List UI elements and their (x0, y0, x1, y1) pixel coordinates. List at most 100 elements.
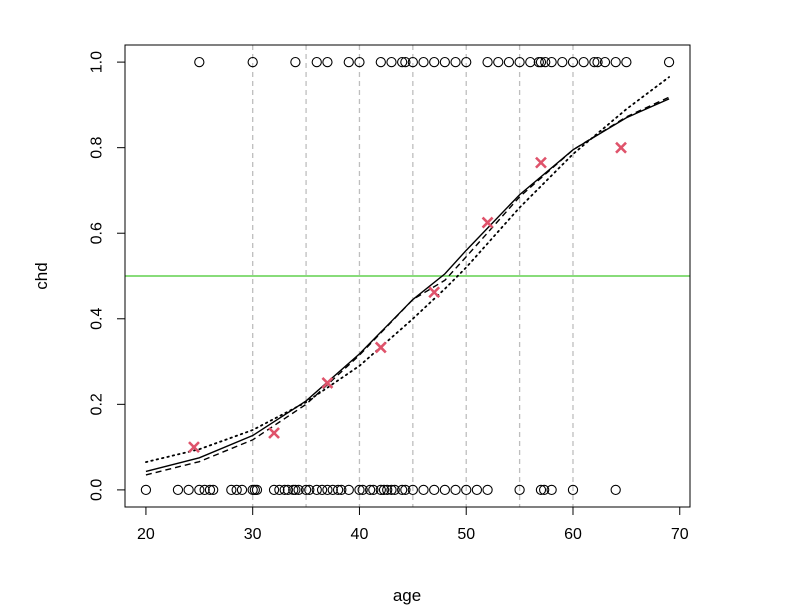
observation-point-chd0 (279, 484, 290, 496)
observation-point-chd1 (450, 56, 461, 68)
y-tick-label: 0.4 (89, 308, 106, 330)
observation-point-chd0 (268, 484, 280, 496)
y-tick-label: 0.2 (89, 393, 106, 415)
observation-point-chd0 (375, 484, 386, 496)
observation-point-chd0 (407, 484, 418, 496)
observation-point-chd0 (364, 484, 376, 496)
y-tick-label: 1.0 (89, 51, 106, 73)
y-axis: 0.0 0.2 0.4 0.6 0.8 1.0 (89, 51, 126, 501)
observation-point-chd0 (471, 484, 483, 496)
observation-point-chd1 (311, 56, 322, 68)
observation-point-chd0 (378, 484, 390, 496)
y-tick-label: 0.8 (89, 136, 106, 158)
observation-point-chd1 (439, 56, 451, 68)
group-mean-marker (321, 377, 334, 389)
observation-point-chd0 (336, 484, 347, 496)
x-axis-title: age (393, 586, 421, 605)
observation-point-chd1 (461, 56, 472, 68)
group-mean-marker (374, 341, 387, 354)
observation-point-chd1 (482, 56, 493, 68)
observation-point-chd0 (429, 484, 440, 496)
x-tick-label: 70 (671, 526, 689, 543)
observation-point-chd1 (429, 56, 440, 68)
observation-point-chd1 (557, 56, 568, 68)
observation-point-chd0 (251, 484, 263, 496)
observation-point-chd0 (300, 484, 312, 496)
observation-point-chd0 (183, 484, 194, 496)
y-tick-label: 0.0 (89, 479, 106, 501)
observation-point-chd1 (343, 56, 354, 68)
group-mean-marker (188, 441, 200, 454)
observation-point-chd1 (525, 56, 536, 68)
observation-point-chd0 (304, 484, 315, 496)
observation-point-chd0 (354, 484, 365, 496)
observation-point-chd0 (418, 484, 429, 496)
observation-point-chd0 (236, 484, 248, 496)
observation-point-chd1 (663, 56, 675, 68)
group-mean-markers (188, 141, 627, 454)
observation-point-chd1 (503, 56, 515, 68)
observation-point-chd0 (357, 484, 368, 496)
x-tick-label: 50 (457, 526, 475, 543)
observation-point-chd0 (204, 484, 216, 496)
observation-point-chd0 (332, 484, 344, 496)
observation-point-chd0 (482, 484, 493, 496)
group-mean-marker (481, 216, 494, 229)
group-mean-marker (615, 141, 627, 154)
observation-point-chd0 (172, 484, 184, 496)
observation-point-chd0 (389, 484, 400, 496)
observation-point-chd0 (226, 484, 237, 496)
observation-point-chd1 (375, 56, 386, 68)
observation-point-chd0 (322, 484, 333, 496)
fitted-curves (145, 76, 670, 476)
observation-point-chd0 (316, 484, 328, 496)
observation-point-chd0 (140, 484, 152, 496)
observation-point-chd1 (599, 56, 611, 68)
observation-point-chd1 (397, 56, 408, 68)
observation-point-chd0 (311, 484, 322, 496)
observation-point-chd1 (322, 56, 333, 68)
y-tick-label: 0.6 (89, 222, 106, 244)
observation-point-chd1 (540, 56, 551, 68)
observation-point-chd0 (439, 484, 451, 496)
observation-point-chd0 (386, 484, 397, 496)
observation-point-chd1 (194, 56, 205, 68)
observation-point-chd0 (274, 484, 285, 496)
y-axis-title: chd (32, 262, 51, 289)
x-tick-label: 60 (564, 526, 582, 543)
observation-point-chd1 (290, 56, 301, 68)
observation-point-chd0 (539, 484, 550, 496)
group-mean-marker (535, 156, 547, 169)
observation-point-chd0 (382, 484, 393, 496)
observation-point-chd0 (461, 484, 472, 496)
observation-point-chd1 (578, 56, 589, 68)
observation-point-chd0 (567, 484, 579, 496)
observation-point-chd1 (354, 56, 365, 68)
observation-point-chd0 (208, 484, 219, 496)
observation-point-chd1 (514, 56, 525, 68)
observation-point-chd0 (231, 484, 242, 496)
observation-point-chd1 (610, 56, 621, 68)
dotted-fitted-curve (145, 76, 670, 463)
dashed-fitted-curve (145, 96, 670, 476)
observation-point-chd1 (418, 56, 429, 68)
observation-point-chd0 (450, 484, 461, 496)
observation-point-chd0 (327, 484, 338, 496)
x-tick-label: 20 (137, 526, 155, 543)
observation-point-chd1 (247, 56, 258, 68)
observation-point-chd1 (589, 56, 600, 68)
observation-point-chd1 (493, 56, 504, 68)
observation-point-chd0 (535, 484, 547, 496)
group-mean-marker (428, 286, 441, 299)
observation-point-chd1 (386, 56, 397, 68)
reference-lines (125, 45, 690, 507)
observation-point-chd1 (567, 56, 579, 68)
observation-point-chd0 (546, 484, 557, 496)
x-tick-label: 40 (351, 526, 369, 543)
observation-point-chd1 (621, 56, 632, 68)
observation-point-chd0 (282, 484, 294, 496)
observation-point-chd1 (592, 56, 603, 68)
observation-point-chd1 (400, 56, 411, 68)
group-mean-marker (268, 427, 280, 439)
